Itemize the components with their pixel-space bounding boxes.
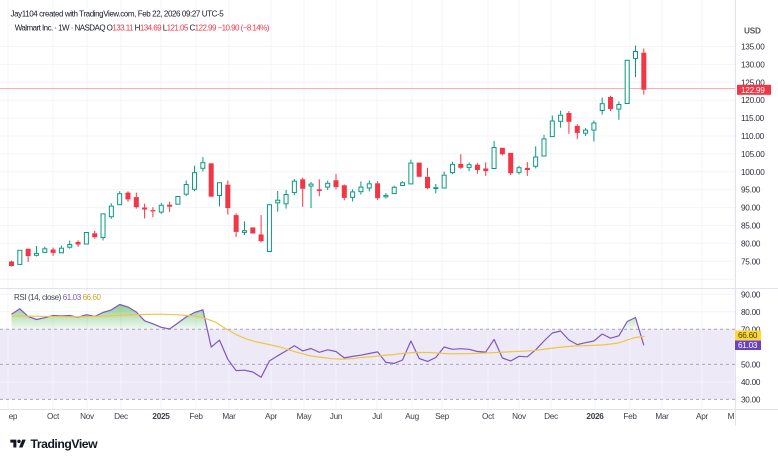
svg-text:122.99: 122.99 <box>741 86 765 95</box>
svg-text:120.00: 120.00 <box>741 96 765 105</box>
svg-text:125.00: 125.00 <box>741 78 765 87</box>
svg-text:100.00: 100.00 <box>741 168 765 177</box>
svg-text:Sep: Sep <box>435 412 450 421</box>
svg-text:95.00: 95.00 <box>741 186 761 195</box>
svg-text:Jul: Jul <box>372 412 382 421</box>
svg-text:USD: USD <box>744 27 761 36</box>
svg-text:Mar: Mar <box>222 412 236 421</box>
svg-text:105.00: 105.00 <box>741 150 765 159</box>
svg-text:Oct: Oct <box>47 412 60 421</box>
svg-text:110.00: 110.00 <box>741 132 765 141</box>
svg-text:90.00: 90.00 <box>741 290 761 299</box>
svg-text:ep: ep <box>9 412 18 421</box>
svg-text:TradingView: TradingView <box>31 437 99 451</box>
svg-text:Walmart Inc. · 1W · NASDAQ O13: Walmart Inc. · 1W · NASDAQ O133.11 H134.… <box>15 24 270 33</box>
svg-text:Nov: Nov <box>80 412 95 421</box>
svg-text:Oct: Oct <box>482 412 495 421</box>
svg-text:Jun: Jun <box>330 412 343 421</box>
svg-text:2025: 2025 <box>152 412 170 421</box>
svg-text:Apr: Apr <box>696 412 709 421</box>
svg-text:130.00: 130.00 <box>741 60 765 69</box>
svg-text:40.00: 40.00 <box>741 378 761 387</box>
svg-text:85.00: 85.00 <box>741 222 761 231</box>
svg-text:Aug: Aug <box>405 412 420 421</box>
svg-text:135.00: 135.00 <box>741 43 765 52</box>
svg-text:70.00: 70.00 <box>741 325 761 334</box>
svg-text:May: May <box>297 412 313 421</box>
svg-text:2026: 2026 <box>586 412 604 421</box>
svg-text:50.00: 50.00 <box>741 360 761 369</box>
svg-text:80.00: 80.00 <box>741 308 761 317</box>
svg-text:115.00: 115.00 <box>741 114 765 123</box>
svg-text:Mar: Mar <box>655 412 669 421</box>
svg-text:Apr: Apr <box>265 412 278 421</box>
svg-text:Feb: Feb <box>189 412 203 421</box>
svg-text:Feb: Feb <box>623 412 637 421</box>
svg-text:Jay1104 created with TradingVi: Jay1104 created with TradingView.com, Fe… <box>11 10 225 19</box>
svg-text:61.03: 61.03 <box>738 341 758 350</box>
svg-text:90.00: 90.00 <box>741 204 761 213</box>
svg-text:30.00: 30.00 <box>741 395 761 404</box>
svg-text:May: May <box>728 412 744 421</box>
svg-text:66.60: 66.60 <box>738 331 758 340</box>
svg-text:Nov: Nov <box>512 412 527 421</box>
svg-text:80.00: 80.00 <box>741 239 761 248</box>
svg-text:RSI (14, close) 61.03 66.60: RSI (14, close) 61.03 66.60 <box>14 293 102 302</box>
svg-text:Dec: Dec <box>544 412 558 421</box>
svg-text:Dec: Dec <box>114 412 128 421</box>
svg-text:75.00: 75.00 <box>741 257 761 266</box>
